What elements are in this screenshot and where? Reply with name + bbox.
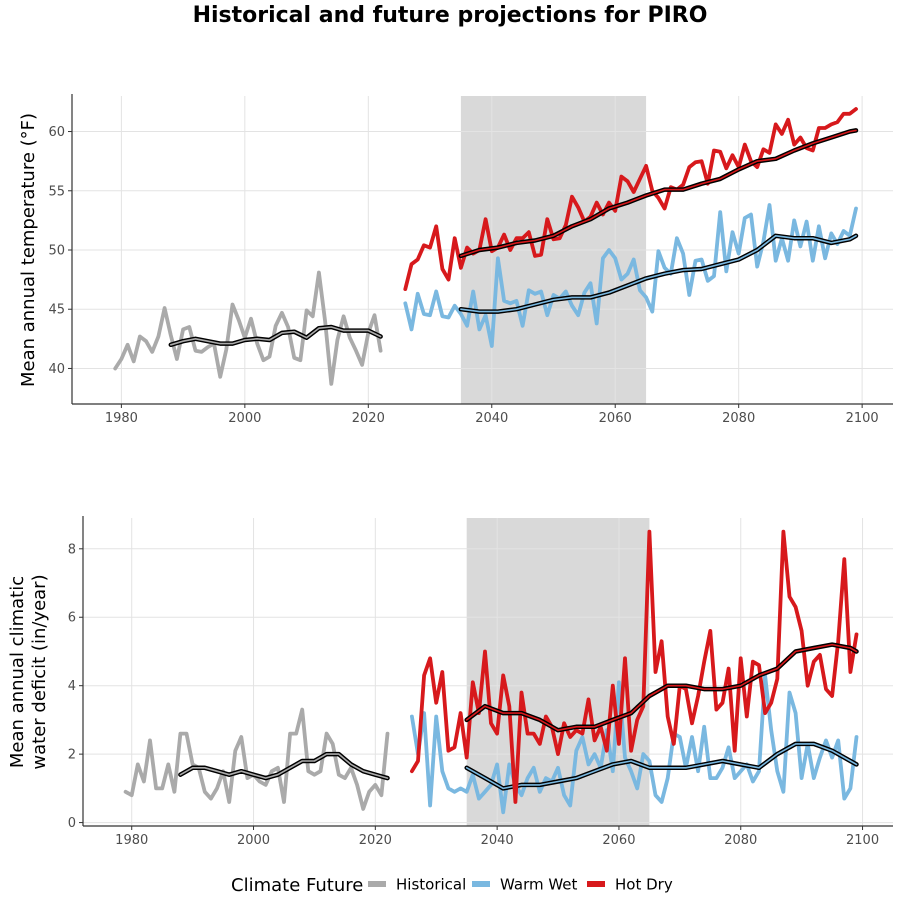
y-tick-label: 40 <box>48 362 65 377</box>
x-tick-label: 2080 <box>722 411 755 426</box>
series-hot-dry <box>403 107 858 292</box>
legend-label-warm-wet: Warm Wet <box>500 876 578 894</box>
x-tick-label: 2100 <box>846 411 879 426</box>
x-tick-label: 1980 <box>115 833 148 848</box>
x-tick-label: 2000 <box>237 833 270 848</box>
x-tick-label: 2020 <box>359 833 392 848</box>
x-tick-label: 2000 <box>228 411 261 426</box>
y-axis-title-line: water deficit (in/year) <box>29 574 50 769</box>
y-axis-title-line: Mean annual temperature (°F) <box>18 113 39 387</box>
legend-title: Climate Future <box>231 875 363 896</box>
series-historical-smooth <box>170 326 382 346</box>
series-historical <box>113 270 383 386</box>
x-tick-label: 2100 <box>846 833 879 848</box>
series-historical-smooth-outline <box>178 751 390 781</box>
y-axis-title-line: Mean annual climatic <box>7 576 28 768</box>
y-tick-label: 0 <box>68 816 76 831</box>
series-warm-wet-smooth <box>465 743 858 790</box>
legend-label-hot-dry: Hot Dry <box>615 876 673 894</box>
x-tick-label: 2080 <box>724 833 757 848</box>
series-warm-wet <box>409 673 859 815</box>
x-tick-label: 2040 <box>481 833 514 848</box>
series-hot-dry-smooth <box>460 129 857 257</box>
series-hot-dry <box>409 529 859 804</box>
legend: Climate Future Historical Warm Wet Hot Dry <box>231 875 673 896</box>
temperature-panel: 1980 2000 2020 2040 2060 2080 2100 40 45 50 55 60 Me… <box>18 94 893 426</box>
x-tick-label: 1980 <box>105 411 138 426</box>
series-historical-smooth <box>179 753 389 779</box>
y-tick-label: 2 <box>68 748 76 763</box>
x-tick-label: 2060 <box>602 833 635 848</box>
y-tick-label: 60 <box>48 125 65 140</box>
y-tick-label: 50 <box>48 244 65 259</box>
series-warm-wet <box>403 203 858 348</box>
y-tick-label: 8 <box>68 542 76 557</box>
chart-title: Historical and future projections for PI… <box>193 3 708 28</box>
x-tick-label: 2020 <box>352 411 385 426</box>
y-tick-label: 45 <box>48 303 65 318</box>
y-tick-label: 6 <box>68 611 76 626</box>
series-warm-wet-smooth <box>460 235 857 313</box>
y-axis-title: Mean annual climaticwater deficit (in/ye… <box>7 574 50 769</box>
y-tick-label: 55 <box>48 184 65 199</box>
legend-label-historical: Historical <box>396 876 466 894</box>
series-historical <box>123 707 390 811</box>
y-tick-label: 4 <box>68 679 76 694</box>
y-axis-title: Mean annual temperature (°F) <box>18 113 39 387</box>
x-tick-label: 2040 <box>475 411 508 426</box>
series-hot-dry-smooth <box>465 643 858 732</box>
x-tick-label: 2060 <box>599 411 632 426</box>
water-deficit-panel: 1980 2000 2020 2040 2060 2080 2100 0 2 4 6 8 Mean an… <box>7 516 893 848</box>
